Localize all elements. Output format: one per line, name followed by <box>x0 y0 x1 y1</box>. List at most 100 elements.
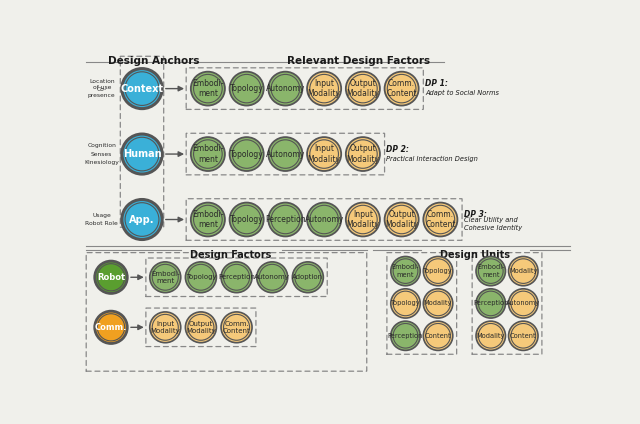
Text: Autonomy: Autonomy <box>305 215 344 224</box>
Circle shape <box>292 262 323 293</box>
Text: Topology: Topology <box>230 150 264 159</box>
Text: Perception: Perception <box>388 333 423 339</box>
Text: Comm.
Content: Comm. Content <box>425 209 456 229</box>
Circle shape <box>268 72 303 106</box>
Text: Embodi-
ment: Embodi- ment <box>192 79 223 98</box>
Text: Human: Human <box>123 149 161 159</box>
Text: Embodi-
ment: Embodi- ment <box>151 271 180 284</box>
Text: Modality: Modality <box>477 333 505 339</box>
Circle shape <box>191 137 225 171</box>
Circle shape <box>423 289 452 318</box>
Circle shape <box>95 261 127 293</box>
Text: Robot: Robot <box>97 273 125 282</box>
Text: Location
of use: Location of use <box>89 79 115 90</box>
Text: Content: Content <box>510 333 536 339</box>
Text: DP 1:: DP 1: <box>425 79 448 89</box>
Circle shape <box>221 312 252 343</box>
Circle shape <box>191 72 225 106</box>
Text: DP 3:: DP 3: <box>463 210 486 219</box>
Text: Topology: Topology <box>230 84 264 93</box>
Text: Perception: Perception <box>473 301 508 307</box>
Text: Perception: Perception <box>218 274 255 280</box>
Circle shape <box>307 72 341 106</box>
Text: Practical Interaction Design: Practical Interaction Design <box>386 156 478 162</box>
Text: Kinesiology: Kinesiology <box>84 160 119 165</box>
Circle shape <box>268 137 303 171</box>
Circle shape <box>423 203 458 237</box>
Circle shape <box>423 321 452 350</box>
Circle shape <box>230 137 264 171</box>
Text: Robot Role: Robot Role <box>85 221 118 226</box>
Circle shape <box>423 257 452 286</box>
Text: Design Factors: Design Factors <box>191 250 272 259</box>
Circle shape <box>346 72 380 106</box>
Circle shape <box>391 321 420 350</box>
Circle shape <box>257 262 288 293</box>
Text: Co-
presence: Co- presence <box>88 87 115 98</box>
Circle shape <box>230 203 264 237</box>
Circle shape <box>509 289 538 318</box>
Text: Topology: Topology <box>186 274 216 280</box>
Text: Content: Content <box>425 333 451 339</box>
Circle shape <box>391 257 420 286</box>
Circle shape <box>307 203 341 237</box>
Text: Comm.: Comm. <box>95 323 127 332</box>
Circle shape <box>95 311 127 343</box>
Circle shape <box>186 312 216 343</box>
Text: Adoption: Adoption <box>292 274 323 280</box>
Text: Autonomy: Autonomy <box>266 84 305 93</box>
Circle shape <box>230 72 264 106</box>
Text: Relevant Design Factors: Relevant Design Factors <box>287 56 431 65</box>
Circle shape <box>191 203 225 237</box>
Circle shape <box>509 321 538 350</box>
Text: Modality: Modality <box>424 301 452 307</box>
Circle shape <box>346 203 380 237</box>
Text: Autonomy: Autonomy <box>266 150 305 159</box>
Text: Perception: Perception <box>265 215 306 224</box>
Text: Output
Modality: Output Modality <box>385 209 418 229</box>
Text: Embodi-
ment: Embodi- ment <box>392 265 419 278</box>
Text: Senses: Senses <box>91 151 113 156</box>
Text: Input
Modality: Input Modality <box>308 79 340 98</box>
Circle shape <box>476 257 506 286</box>
Text: Context: Context <box>120 84 163 94</box>
Text: Topology: Topology <box>230 215 264 224</box>
Circle shape <box>476 321 506 350</box>
Text: Output
Modality: Output Modality <box>186 321 216 334</box>
Text: App.: App. <box>129 215 155 225</box>
Circle shape <box>150 312 180 343</box>
Circle shape <box>122 199 162 240</box>
Text: DP 2:: DP 2: <box>386 145 409 154</box>
Text: Topology: Topology <box>423 268 453 274</box>
Circle shape <box>476 289 506 318</box>
Circle shape <box>385 72 419 106</box>
Circle shape <box>509 257 538 286</box>
Circle shape <box>150 262 180 293</box>
Circle shape <box>385 203 419 237</box>
Text: Output
Modality: Output Modality <box>346 79 380 98</box>
Circle shape <box>221 262 252 293</box>
Circle shape <box>307 137 341 171</box>
Text: Output
Modality: Output Modality <box>346 144 380 164</box>
Text: Design Units: Design Units <box>440 250 510 259</box>
Text: Adapt to Social Norms: Adapt to Social Norms <box>425 90 499 96</box>
Text: Comm.
Content: Comm. Content <box>223 321 250 334</box>
Circle shape <box>186 262 216 293</box>
Circle shape <box>122 134 162 174</box>
Text: Clear Utility and
Cohesive Identity: Clear Utility and Cohesive Identity <box>463 217 522 231</box>
Circle shape <box>268 203 303 237</box>
Text: Autonomy: Autonomy <box>506 301 540 307</box>
Text: Input
Modality: Input Modality <box>346 209 380 229</box>
Text: Input
Modality: Input Modality <box>150 321 180 334</box>
Text: Embodi-
ment: Embodi- ment <box>192 144 223 164</box>
Circle shape <box>346 137 380 171</box>
Text: Input
Modality: Input Modality <box>308 144 340 164</box>
Circle shape <box>391 289 420 318</box>
Text: Embodi-
ment: Embodi- ment <box>477 265 504 278</box>
Text: Embodi-
ment: Embodi- ment <box>192 209 223 229</box>
Text: Usage: Usage <box>92 213 111 218</box>
Circle shape <box>122 69 162 109</box>
Text: Modality: Modality <box>509 268 538 274</box>
Text: Comm.
Content: Comm. Content <box>387 79 417 98</box>
Text: Autonomy: Autonomy <box>254 274 290 280</box>
